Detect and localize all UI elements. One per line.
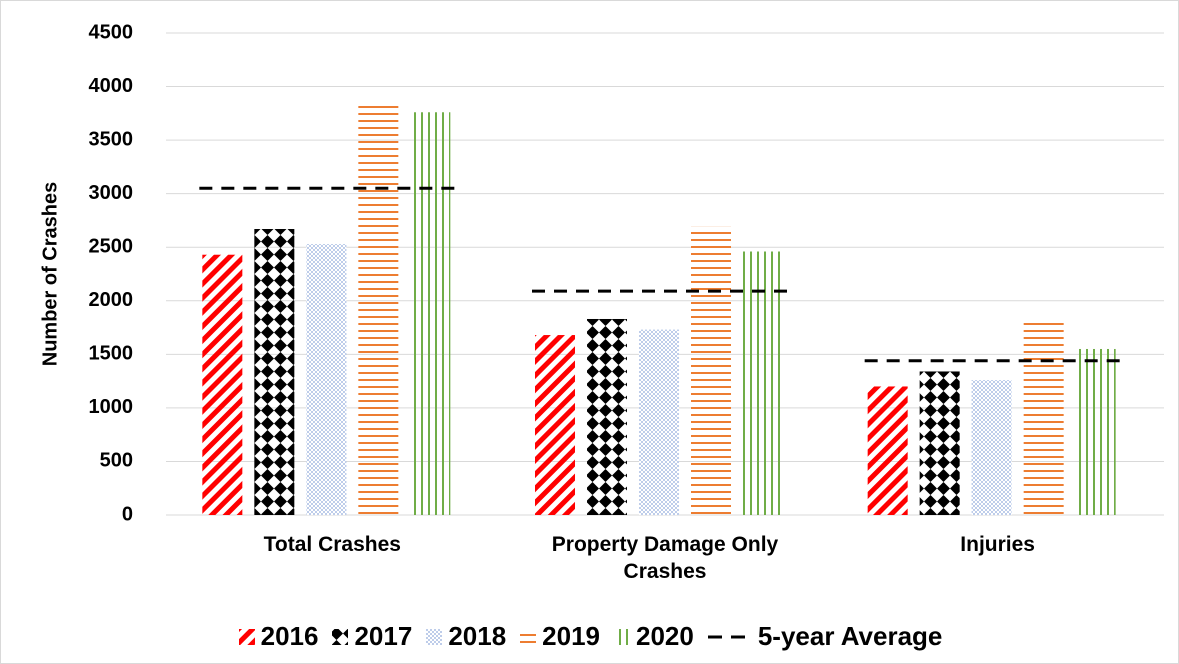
bar	[919, 371, 960, 515]
legend-label: 2020	[636, 621, 694, 651]
y-tick-label: 1000	[89, 396, 134, 418]
bar	[535, 335, 575, 515]
x-tick-label: Injuries	[960, 533, 1035, 556]
bar	[358, 102, 399, 515]
legend-label: 5-year Average	[757, 621, 943, 651]
bar	[410, 112, 451, 516]
legend-item: 2020	[612, 621, 694, 652]
legend-label: 2017	[354, 621, 413, 651]
legend-item: 5-year Average	[706, 621, 943, 652]
legend-label: 2019	[542, 621, 600, 651]
bar	[306, 244, 347, 515]
bar	[587, 318, 627, 515]
legend: 2016 2017 2018 2019 2020 5-year Average	[1, 621, 1178, 652]
y-tick-label: 2000	[89, 289, 134, 311]
y-tick-label: 0	[122, 503, 133, 525]
legend-swatch	[238, 628, 255, 645]
bar	[639, 329, 679, 515]
bar	[1075, 348, 1116, 515]
legend-swatch	[614, 628, 630, 645]
bar	[971, 380, 1012, 515]
y-tick-label: 500	[100, 450, 133, 472]
legend-swatch	[520, 628, 537, 645]
y-tick-label: 3500	[89, 128, 134, 150]
bar	[202, 254, 243, 515]
y-tick-label: 3000	[89, 182, 134, 204]
legend-item: 2019	[518, 621, 600, 652]
legend-swatch	[332, 628, 349, 645]
y-tick-label: 4000	[89, 75, 134, 97]
y-axis-label: Number of Crashes	[39, 182, 61, 367]
y-tick-label: 4500	[89, 21, 134, 43]
legend-label: 2018	[448, 621, 507, 651]
bar	[691, 226, 731, 516]
bar	[1023, 322, 1064, 515]
x-tick-label: Property Damage Only Crashes	[551, 533, 779, 583]
bar	[743, 251, 783, 516]
legend-item: 2016	[237, 621, 319, 652]
legend-item: 2017	[330, 621, 412, 652]
legend-item: 2018	[424, 621, 506, 652]
legend-swatch	[426, 628, 443, 645]
bar	[867, 386, 908, 515]
y-tick-label: 1500	[89, 343, 134, 365]
legend-swatch	[707, 635, 752, 638]
legend-label: 2016	[260, 621, 319, 651]
y-tick-label: 2500	[89, 236, 134, 258]
bar	[254, 229, 295, 515]
x-tick-label: Total Crashes	[263, 533, 401, 556]
